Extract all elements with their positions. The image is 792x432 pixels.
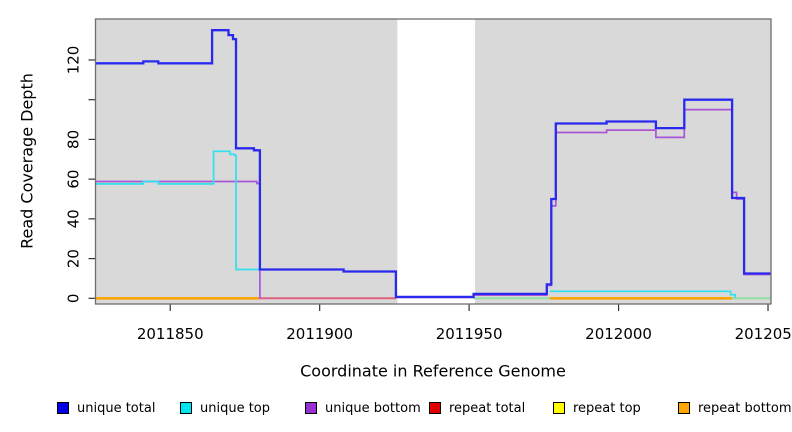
- legend-item-unique-bottom: unique bottom: [305, 396, 421, 420]
- legend-label: unique top: [200, 400, 271, 416]
- plot-box-border: [94, 18, 772, 305]
- x-axis-label: Coordinate in Reference Genome: [300, 361, 566, 381]
- legend-label: unique total: [77, 400, 156, 416]
- y-tick-label: 0: [65, 294, 83, 304]
- y-tick-label: 40: [65, 209, 83, 228]
- legend-item-repeat-total: repeat total: [429, 396, 525, 420]
- y-axis-label: Read Coverage Depth: [17, 73, 37, 249]
- y-tick-label: 120: [65, 46, 83, 75]
- legend-swatch-icon: [305, 402, 317, 414]
- legend-item-repeat-bottom: repeat bottom: [678, 396, 792, 420]
- plot-background-right: [475, 19, 771, 304]
- legend-swatch-icon: [180, 402, 192, 414]
- legend-item-unique-top: unique top: [180, 396, 270, 420]
- legend-label: unique bottom: [325, 400, 421, 416]
- x-tick-label: 2011950: [436, 325, 503, 343]
- x-tick-label: 2012000: [585, 325, 652, 343]
- series-unique-total: [95, 29, 771, 299]
- legend-swatch-icon: [678, 402, 690, 414]
- plot-background-left: [95, 19, 398, 304]
- legend-label: repeat bottom: [698, 400, 792, 416]
- legend-swatch-icon: [57, 402, 69, 414]
- legend-item-repeat-top: repeat top: [553, 396, 641, 420]
- legend-label: repeat top: [573, 400, 641, 416]
- y-tick-label: 20: [65, 249, 83, 268]
- legend-swatch-icon: [429, 402, 441, 414]
- x-tick-label: 2011900: [286, 325, 353, 343]
- y-tick-label: 60: [65, 170, 83, 189]
- legend: unique total unique top unique bottom repea…: [0, 396, 792, 422]
- x-tick-label: 2011850: [137, 325, 204, 343]
- legend-swatch-icon: [553, 402, 565, 414]
- legend-item-unique-total: unique total: [57, 396, 155, 420]
- series-unique-top: [549, 290, 736, 298]
- legend-label: repeat total: [449, 400, 526, 416]
- y-tick-label: 80: [65, 130, 83, 149]
